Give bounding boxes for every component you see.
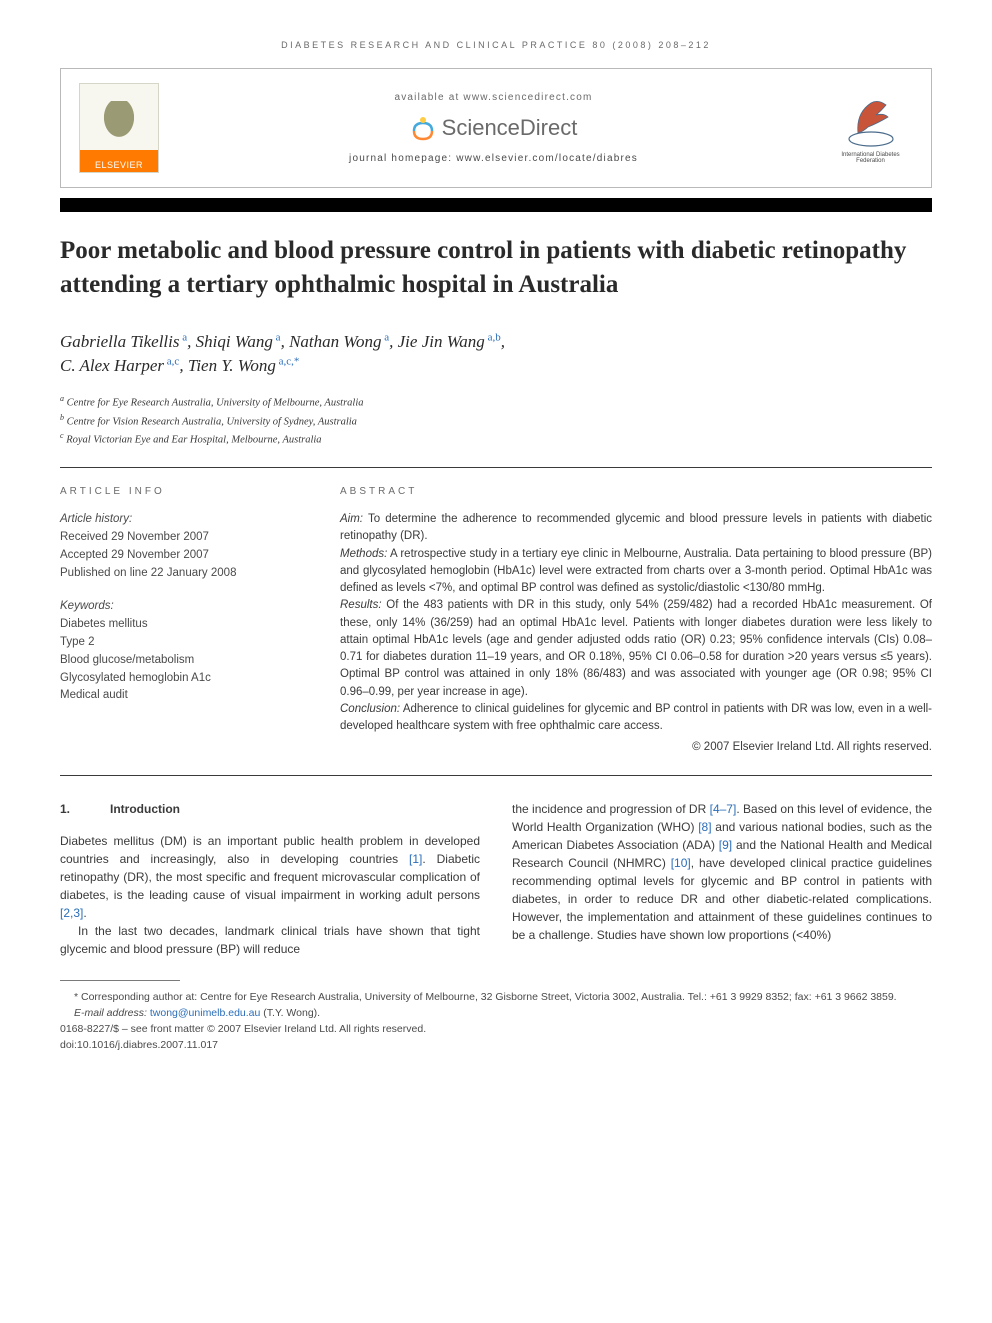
abstract-heading: ABSTRACT: [340, 486, 932, 497]
affil-link[interactable]: a: [381, 331, 389, 343]
history-item: Accepted 29 November 2007: [60, 549, 209, 561]
author: Shiqi Wang: [196, 332, 273, 351]
banner-center: available at www.sciencedirect.com Scien…: [159, 92, 828, 164]
citation-link[interactable]: [4–7]: [710, 802, 737, 816]
sciencedirect-text: ScienceDirect: [442, 115, 578, 141]
author: Jie Jin Wang: [398, 332, 485, 351]
footnotes: * Corresponding author at: Centre for Ey…: [60, 989, 932, 1054]
abstract-column: ABSTRACT Aim: To determine the adherence…: [340, 486, 932, 757]
black-divider-bar: [60, 198, 932, 212]
article-title: Poor metabolic and blood pressure contro…: [60, 234, 932, 302]
body-columns: 1.Introduction Diabetes mellitus (DM) is…: [60, 800, 932, 958]
sciencedirect-icon: [410, 115, 436, 141]
history-item: Received 29 November 2007: [60, 531, 209, 543]
history-item: Published on line 22 January 2008: [60, 567, 236, 579]
affiliation: a Centre for Eye Research Australia, Uni…: [60, 393, 932, 412]
affil-link[interactable]: a,b: [485, 331, 501, 343]
corresponding-author: * Corresponding author at: Centre for Ey…: [60, 989, 932, 1005]
elsevier-logo: ELSEVIER: [79, 83, 159, 173]
divider: [60, 775, 932, 776]
idf-bird-icon: [846, 93, 896, 148]
citation-link[interactable]: [8]: [698, 820, 711, 834]
author: Tien Y. Wong: [188, 356, 276, 375]
affil-link[interactable]: a,c,: [276, 355, 294, 367]
author: C. Alex Harper: [60, 356, 164, 375]
body-col-left: 1.Introduction Diabetes mellitus (DM) is…: [60, 800, 480, 958]
author: Gabriella Tikellis: [60, 332, 179, 351]
sciencedirect-logo: ScienceDirect: [410, 115, 578, 141]
citation-link[interactable]: [1]: [409, 852, 422, 866]
citation-link[interactable]: [9]: [719, 838, 732, 852]
elsevier-tree-icon: [89, 101, 149, 156]
affiliation: c Royal Victorian Eye and Ear Hospital, …: [60, 430, 932, 449]
affil-link[interactable]: a: [273, 331, 281, 343]
author: Nathan Wong: [289, 332, 381, 351]
elsevier-label: ELSEVIER: [95, 160, 143, 172]
email-line: E-mail address: twong@unimelb.edu.au (T.…: [60, 1005, 932, 1021]
available-at-text: available at www.sciencedirect.com: [159, 92, 828, 103]
keyword: Blood glucose/metabolism: [60, 654, 194, 666]
info-abstract-row: ARTICLE INFO Article history: Received 2…: [60, 486, 932, 757]
idf-label: International Diabetes Federation: [828, 152, 913, 164]
abstract-body: Aim: To determine the adherence to recom…: [340, 511, 932, 757]
keyword: Glycosylated hemoglobin A1c: [60, 672, 211, 684]
corr-link[interactable]: *: [294, 355, 300, 367]
affiliation: b Centre for Vision Research Australia, …: [60, 412, 932, 431]
paragraph: Diabetes mellitus (DM) is an important p…: [60, 832, 480, 922]
section-heading: 1.Introduction: [60, 800, 480, 818]
footnote-divider: [60, 980, 180, 981]
publisher-banner: ELSEVIER available at www.sciencedirect.…: [60, 68, 932, 188]
affiliations: a Centre for Eye Research Australia, Uni…: [60, 393, 932, 449]
paragraph: the incidence and progression of DR [4–7…: [512, 800, 932, 944]
section-number: 1.: [60, 800, 110, 818]
section-title: Introduction: [110, 802, 180, 816]
running-head: DIABETES RESEARCH AND CLINICAL PRACTICE …: [60, 40, 932, 50]
article-info-heading: ARTICLE INFO: [60, 486, 300, 497]
email-link[interactable]: twong@unimelb.edu.au: [150, 1007, 260, 1019]
body-col-right: the incidence and progression of DR [4–7…: [512, 800, 932, 958]
idf-logo: International Diabetes Federation: [828, 83, 913, 173]
keyword: Type 2: [60, 636, 95, 648]
front-matter-line: 0168-8227/$ – see front matter © 2007 El…: [60, 1021, 932, 1037]
authors-list: Gabriella Tikellis a, Shiqi Wang a, Nath…: [60, 330, 932, 379]
keyword: Diabetes mellitus: [60, 618, 148, 630]
journal-homepage: journal homepage: www.elsevier.com/locat…: [159, 153, 828, 164]
keywords-label: Keywords:: [60, 600, 114, 612]
doi-line: doi:10.1016/j.diabres.2007.11.017: [60, 1037, 932, 1053]
article-info-column: ARTICLE INFO Article history: Received 2…: [60, 486, 300, 757]
citation-link[interactable]: [10]: [671, 856, 691, 870]
history-label: Article history:: [60, 513, 132, 525]
article-info-body: Article history: Received 29 November 20…: [60, 511, 300, 705]
keyword: Medical audit: [60, 689, 128, 701]
affil-link[interactable]: a: [179, 331, 187, 343]
paragraph: In the last two decades, landmark clinic…: [60, 922, 480, 958]
affil-link[interactable]: a,c: [164, 355, 179, 367]
citation-link[interactable]: [2,3]: [60, 906, 83, 920]
divider: [60, 467, 932, 468]
copyright-line: © 2007 Elsevier Ireland Ltd. All rights …: [340, 739, 932, 756]
